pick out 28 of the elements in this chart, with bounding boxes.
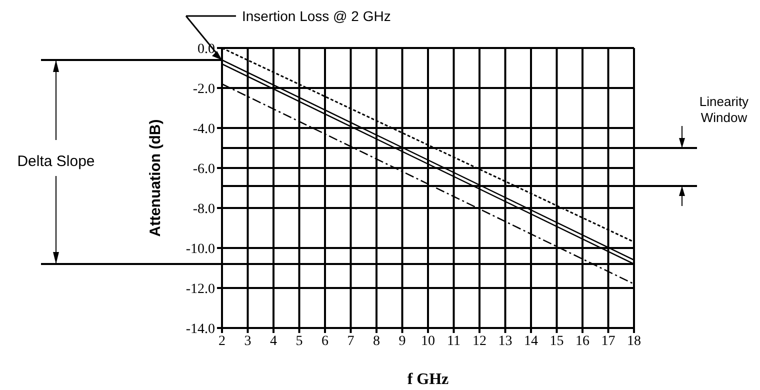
x-tick-label: 8 (373, 334, 380, 349)
x-tick-label: 11 (447, 334, 460, 349)
text: Insertion Loss @ 2 GHz (242, 8, 391, 24)
x-tick-label: 14 (524, 334, 538, 349)
x-tick-label: 16 (576, 334, 590, 349)
y-tick-label: -14.0 (186, 322, 215, 337)
y-tick-label: -4.0 (192, 122, 215, 137)
dimension-bracket: Linearity Window (634, 94, 749, 206)
x-tick-label: 15 (550, 334, 564, 349)
x-axis-title: f GHz (407, 371, 449, 388)
x-tick-label: 2 (218, 334, 226, 349)
x-tick-label: 12 (472, 334, 486, 349)
y-tick-label: -10.0 (186, 242, 215, 257)
y-axis-title: Attenuation (dB) (147, 119, 164, 237)
x-tick-label: 7 (347, 334, 354, 349)
y-tick-label: -6.0 (192, 162, 215, 177)
x-tick-label: 18 (627, 334, 641, 349)
y-tick-label: -8.0 (192, 202, 215, 217)
y-tick-label: -2.0 (192, 82, 215, 97)
x-tick-label: 6 (322, 334, 328, 349)
x-tick-label: 5 (296, 334, 303, 349)
x-tick-label: 17 (601, 334, 616, 349)
x-tick-label: 13 (498, 334, 512, 349)
x-tick-label: 3 (244, 334, 252, 349)
x-tick-label: 9 (398, 334, 406, 349)
x-tick-label: 10 (421, 334, 435, 349)
y-tick-label: -12.0 (186, 282, 215, 297)
x-tick-label: 4 (270, 334, 277, 349)
